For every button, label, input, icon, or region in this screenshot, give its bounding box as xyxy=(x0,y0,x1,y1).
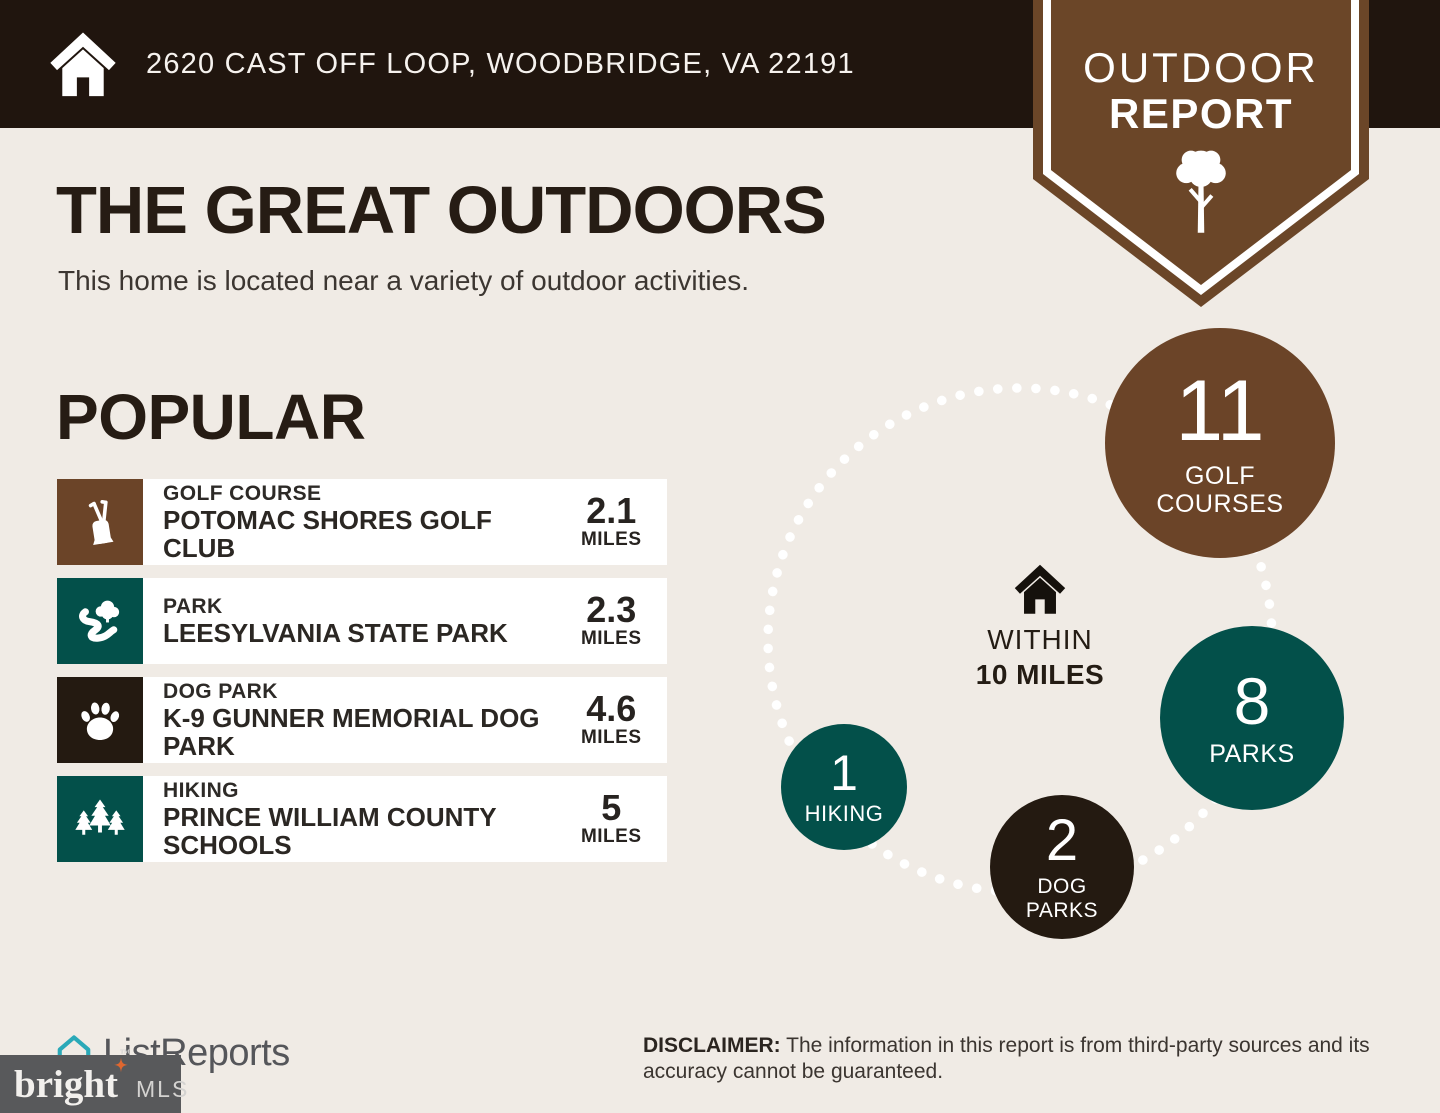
stat-label: GOLF COURSES xyxy=(1156,462,1284,518)
house-icon xyxy=(50,32,116,97)
within-label: WITHIN xyxy=(987,624,1093,655)
outdoor-report-badge: OUTDOOR REPORT xyxy=(1032,0,1370,312)
stat-value: 11 xyxy=(1175,363,1265,459)
golf-bag-icon xyxy=(57,479,143,565)
stat-hiking: 1 HIKING xyxy=(781,724,907,850)
distance-unit: MILES xyxy=(580,726,642,748)
paw-icon xyxy=(57,677,143,763)
list-item-text: GOLF COURSE POTOMAC SHORES GOLF CLUB xyxy=(163,479,569,565)
bright-wordmark: bright ™ xyxy=(14,1047,131,1106)
list-item-text: PARK LEESYLVANIA STATE PARK xyxy=(163,578,569,664)
star-icon xyxy=(114,1057,128,1072)
stat-golf-courses: 11 GOLF COURSES xyxy=(1105,328,1335,558)
page-title: THE GREAT OUTDOORS xyxy=(56,173,827,248)
stat-label: DOG PARKS xyxy=(1025,874,1099,922)
stat-label: HIKING xyxy=(804,800,884,826)
pine-trees-icon xyxy=(57,776,143,862)
list-item-golf-course: GOLF COURSE POTOMAC SHORES GOLF CLUB 2.1… xyxy=(57,479,667,565)
item-name: PRINCE WILLIAM COUNTY SCHOOLS xyxy=(163,801,497,861)
radius-center: WITHIN 10 MILES xyxy=(930,562,1150,691)
stat-value: 1 xyxy=(830,744,858,801)
distance-unit: MILES xyxy=(580,825,642,847)
item-category: GOLF COURSE xyxy=(163,481,322,505)
item-name: POTOMAC SHORES GOLF CLUB xyxy=(163,504,492,564)
tree-icon xyxy=(1176,150,1226,233)
stat-parks: 8 PARKS xyxy=(1160,626,1344,810)
list-item-text: DOG PARK K-9 GUNNER MEMORIAL DOG PARK xyxy=(163,677,569,763)
list-item-dog-park: DOG PARK K-9 GUNNER MEMORIAL DOG PARK 4.… xyxy=(57,677,667,763)
popular-heading: POPULAR xyxy=(56,381,366,453)
page-subtitle: This home is located near a variety of o… xyxy=(58,265,750,296)
item-category: PARK xyxy=(163,594,223,618)
item-name: K-9 GUNNER MEMORIAL DOG PARK xyxy=(163,702,540,762)
property-address: 2620 CAST OFF LOOP, WOODBRIDGE, VA 22191 xyxy=(146,47,855,80)
disclaimer-label: DISCLAIMER: xyxy=(643,1034,781,1057)
park-tree-path-icon xyxy=(57,578,143,664)
distance-value: 2.3 xyxy=(586,588,637,630)
distance-value: 5 xyxy=(601,786,622,828)
item-category: DOG PARK xyxy=(163,679,278,703)
list-item-park: PARK LEESYLVANIA STATE PARK 2.3 MILES xyxy=(57,578,667,664)
badge-title-line1: OUTDOOR xyxy=(1083,44,1319,91)
house-icon xyxy=(1014,564,1066,614)
badge-title-line2: REPORT xyxy=(1108,90,1293,137)
list-item-hiking: HIKING PRINCE WILLIAM COUNTY SCHOOLS 5 MI… xyxy=(57,776,667,862)
popular-list: GOLF COURSE POTOMAC SHORES GOLF CLUB 2.1… xyxy=(57,479,667,862)
item-distance: 2.3 MILES xyxy=(569,578,653,664)
item-distance: 5 MILES xyxy=(569,776,653,862)
item-category: HIKING xyxy=(163,778,239,802)
disclaimer-text: DISCLAIMER: The information in this repo… xyxy=(643,1034,1370,1083)
stat-label: PARKS xyxy=(1209,740,1295,768)
mls-wordmark: MLS xyxy=(136,1075,190,1102)
stat-value: 2 xyxy=(1045,807,1079,873)
item-distance: 2.1 MILES xyxy=(569,479,653,565)
item-distance: 4.6 MILES xyxy=(569,677,653,763)
item-name: LEESYLVANIA STATE PARK xyxy=(163,618,508,649)
list-item-text: HIKING PRINCE WILLIAM COUNTY SCHOOLS xyxy=(163,776,569,862)
radius-distance-label: 10 MILES xyxy=(975,659,1105,690)
distance-value: 4.6 xyxy=(586,687,637,729)
distance-unit: MILES xyxy=(580,627,642,649)
distance-unit: MILES xyxy=(580,528,642,550)
stat-dog-parks: 2 DOG PARKS xyxy=(990,795,1134,939)
distance-value: 2.1 xyxy=(586,489,637,531)
stat-value: 8 xyxy=(1233,664,1271,738)
bright-mls-logo: bright ™ MLS xyxy=(0,1047,187,1113)
